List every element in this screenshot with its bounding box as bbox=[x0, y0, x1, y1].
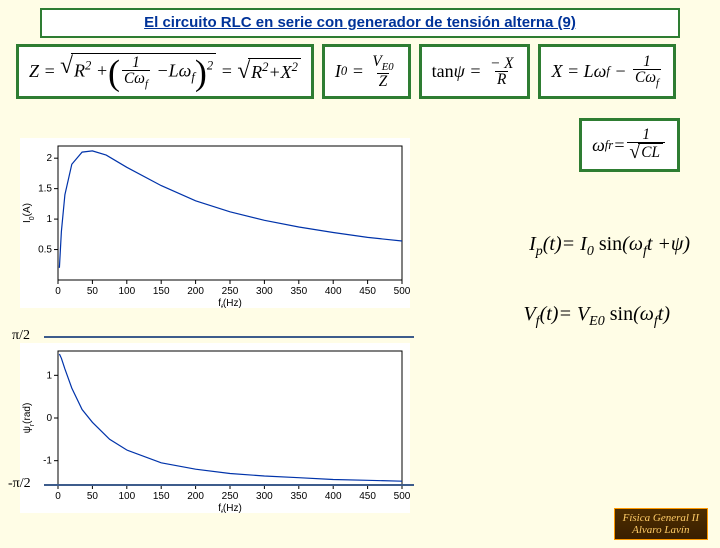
xtick-label: 150 bbox=[153, 286, 170, 297]
ytick-label: 1.5 bbox=[38, 184, 52, 195]
xtick-label: 400 bbox=[325, 286, 342, 297]
xtick-label: 200 bbox=[187, 286, 204, 297]
formula-I0: I0 = VE0Z bbox=[322, 44, 411, 99]
xtick-label: 50 bbox=[87, 491, 99, 502]
formula-row-top: Z = R2 +(1Cωf −Lωf)2 = R2+X2 I0 = VE0Z t… bbox=[16, 44, 704, 99]
xtick-label: 500 bbox=[394, 491, 410, 502]
xlabel: ff(Hz) bbox=[218, 298, 242, 308]
xtick-label: 150 bbox=[153, 491, 170, 502]
page-title: El circuito RLC en serie con generador d… bbox=[40, 8, 680, 38]
sqrt-icon: CL bbox=[629, 143, 663, 163]
formula-Vf: Vf(t)= VE0 sin(ωft) bbox=[523, 303, 670, 330]
xtick-label: 350 bbox=[290, 491, 307, 502]
chart-phase: 0 50 100 150 200 250 300 350 400 450 500 -1 0 1 ff(Hz)… bbox=[20, 343, 410, 513]
sqrt-icon: R2 +(1Cωf −Lωf)2 bbox=[60, 53, 216, 90]
xtick-label: 450 bbox=[359, 491, 376, 502]
Z-lhs: Z bbox=[29, 61, 39, 82]
xtick-label: 450 bbox=[359, 286, 376, 297]
ytick-label: 0 bbox=[46, 413, 52, 424]
xtick-label: 200 bbox=[187, 491, 204, 502]
xlabel: ff(Hz) bbox=[218, 503, 242, 513]
ytick-label: 1 bbox=[46, 214, 52, 225]
xtick-label: 100 bbox=[118, 491, 135, 502]
ytick-label: 0.5 bbox=[38, 245, 52, 256]
footer-line1: Física General II bbox=[623, 512, 699, 524]
xtick-label: 300 bbox=[256, 286, 273, 297]
xtick-label: 50 bbox=[87, 286, 99, 297]
pi-half-bottom-label: -π/2 bbox=[8, 476, 31, 492]
xtick-label: 0 bbox=[55, 286, 61, 297]
chart-current: 0 50 100 150 200 250 300 350 400 450 500 0.5 1 1.5 2 ff… bbox=[20, 138, 410, 308]
ytick-label: 1 bbox=[46, 370, 52, 381]
xtick-label: 250 bbox=[222, 286, 239, 297]
chart-svg: 0 50 100 150 200 250 300 350 400 450 500 -1 0 1 ff(Hz)… bbox=[20, 343, 410, 513]
sqrt-icon: R2+X2 bbox=[237, 58, 301, 85]
xtick-label: 0 bbox=[55, 491, 61, 502]
formula-omegafr: ωfr = 1CL bbox=[579, 118, 680, 172]
xtick-label: 500 bbox=[394, 286, 410, 297]
footer-badge: Física General II Alvaro Lavín bbox=[614, 508, 708, 540]
ytick-label: -1 bbox=[43, 456, 52, 467]
footer-line2: Alvaro Lavín bbox=[623, 524, 699, 536]
pi-half-top-label: π/2 bbox=[12, 328, 30, 344]
formula-Z: Z = R2 +(1Cωf −Lωf)2 = R2+X2 bbox=[16, 44, 314, 99]
ylabel: I0(A) bbox=[22, 203, 36, 223]
xtick-label: 100 bbox=[118, 286, 135, 297]
plot-frame bbox=[58, 351, 402, 485]
title-text: El circuito RLC en serie con generador d… bbox=[144, 14, 576, 31]
formula-Ip: Ip(t)= I0 sin(ωft +ψ) bbox=[529, 233, 690, 260]
pi-half-bottom-line bbox=[44, 484, 414, 486]
chart-svg: 0 50 100 150 200 250 300 350 400 450 500 0.5 1 1.5 2 ff… bbox=[20, 138, 410, 308]
plot-frame bbox=[58, 146, 402, 280]
xtick-label: 400 bbox=[325, 491, 342, 502]
xtick-label: 350 bbox=[290, 286, 307, 297]
ytick-label: 2 bbox=[46, 153, 52, 164]
xtick-label: 300 bbox=[256, 491, 273, 502]
formula-tanpsi: tanψ = − XR bbox=[419, 44, 531, 99]
ylabel: ψr(rad) bbox=[22, 403, 36, 434]
pi-half-top-line bbox=[44, 336, 414, 338]
formula-X: X = Lωf − 1Cωf bbox=[538, 44, 676, 99]
xtick-label: 250 bbox=[222, 491, 239, 502]
